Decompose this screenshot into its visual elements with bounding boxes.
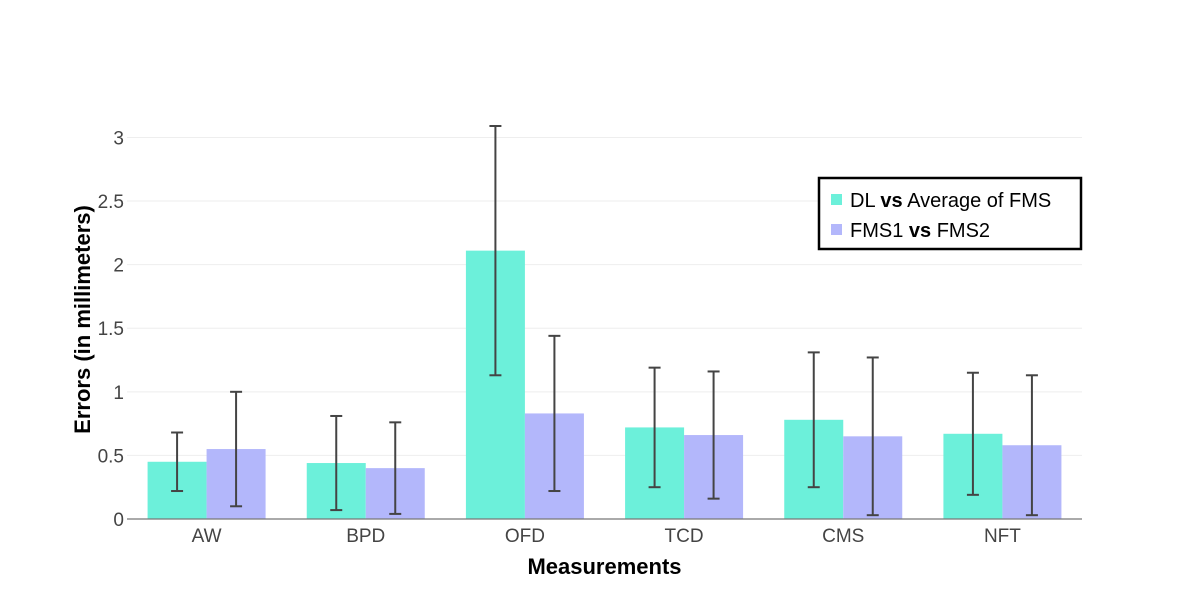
y-tick-label: 2 (113, 256, 124, 277)
x-tick-label: BPD (346, 526, 385, 547)
legend-label-part: FMS1 (850, 220, 909, 242)
y-tick-label: 1.5 (98, 319, 124, 340)
y-axis-title: Errors (in millimeters) (70, 205, 95, 434)
legend-label-part: DL (850, 190, 880, 212)
y-tick-label: 3 (113, 128, 124, 149)
legend-label: FMS1 vs FMS2 (850, 220, 990, 242)
y-tick-label: 0.5 (98, 446, 124, 467)
legend-label-part: FMS2 (931, 220, 990, 242)
legend-box (817, 176, 1083, 251)
x-tick-label: TCD (665, 526, 704, 547)
legend-label-part: vs (909, 220, 931, 242)
x-tick-label: NFT (984, 526, 1021, 547)
legend-label: DL vs Average of FMS (850, 190, 1051, 212)
grid (127, 136, 1082, 456)
y-tick-label: 0 (113, 510, 124, 531)
x-tick-label: OFD (505, 526, 545, 547)
bars (147, 250, 1062, 519)
x-axis-ticks: AW BPD OFD TCD CMS NFT (192, 526, 1022, 547)
y-tick-label: 2.5 (98, 192, 124, 213)
y-tick-label: 1 (113, 383, 124, 404)
x-tick-label: AW (192, 526, 222, 547)
legend: DL vs Average of FMS FMS1 vs FMS2 (817, 176, 1083, 251)
legend-label-part: Average of FMS (903, 190, 1052, 212)
x-axis-title: Measurements (527, 554, 681, 579)
x-tick-label: CMS (822, 526, 864, 547)
legend-swatch (831, 224, 842, 235)
legend-swatch (831, 194, 842, 205)
legend-label-part: vs (880, 190, 902, 212)
error-bars (171, 124, 1038, 517)
y-axis-ticks: 0 0.5 1 1.5 2 2.5 3 (98, 128, 124, 531)
